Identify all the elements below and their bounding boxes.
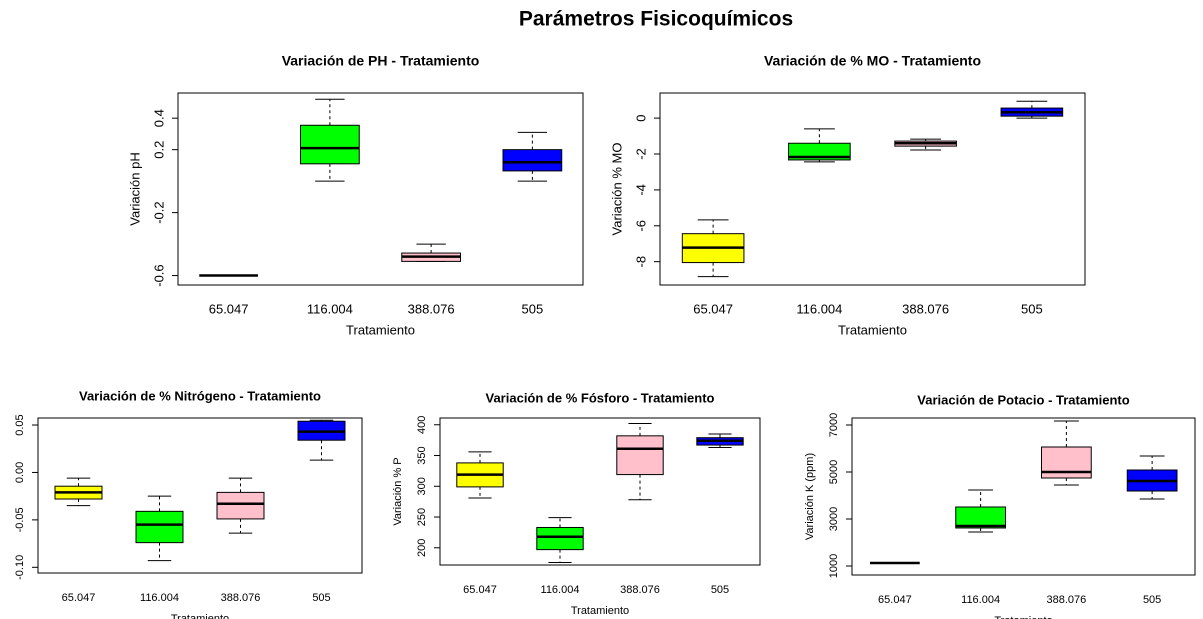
x-tick-label: 505 (312, 592, 330, 604)
x-tick-label: 65.047 (693, 301, 733, 316)
y-tick-label: 350 (416, 446, 428, 464)
chart-title: Variación de % MO - Tratamiento (764, 53, 981, 69)
x-tick-label: 65.047 (878, 594, 912, 606)
x-axis-label: Tratamiento (346, 322, 415, 337)
x-tick-label: 116.004 (541, 584, 580, 596)
chart-title: Variación de % Fósforo - Tratamiento (486, 390, 715, 405)
plot-frame (659, 92, 1086, 286)
y-axis-label: Variación K (ppm) (804, 453, 816, 540)
y-tick-label: 0 (633, 115, 648, 122)
y-tick-label: -0.6 (151, 264, 166, 286)
x-tick-label: 116.004 (307, 301, 353, 316)
chart-title: Variación de Potacio - Tratamiento (917, 392, 1129, 407)
y-tick-label: -0.10 (14, 555, 26, 580)
y-tick-label: 0.05 (14, 414, 26, 435)
plot-frame (439, 417, 761, 566)
box (216, 491, 265, 520)
box (300, 124, 360, 165)
x-axis-label: Tratamiento (171, 613, 229, 619)
x-axis-label: Tratamiento (571, 605, 629, 617)
y-tick-label: 300 (416, 477, 428, 495)
y-tick-label: 3000 (828, 507, 840, 531)
y-axis-label: Variación pH (127, 152, 142, 225)
box (788, 142, 851, 161)
x-tick-label: 65.047 (62, 592, 96, 604)
box (502, 149, 563, 172)
plot-frame (177, 92, 584, 286)
x-tick-label: 116.004 (796, 301, 842, 316)
y-tick-label: 250 (416, 508, 428, 526)
x-tick-label: 116.004 (961, 594, 1000, 606)
box (1041, 446, 1092, 479)
x-tick-label: 65.047 (209, 301, 249, 316)
box (616, 435, 664, 476)
x-tick-label: 505 (1021, 301, 1043, 316)
y-axis-label: Variación % N2 (0, 458, 2, 533)
y-tick-label: 400 (416, 416, 428, 434)
y-tick-label: 0.2 (151, 141, 166, 159)
y-tick-label: -2 (633, 148, 648, 160)
x-tick-label: 388.076 (1046, 594, 1086, 606)
x-tick-label: 116.004 (140, 592, 179, 604)
x-tick-label: 388.076 (902, 301, 949, 316)
chart-title: Variación de PH - Tratamiento (282, 53, 480, 69)
y-axis-label: Variación % MO (609, 143, 624, 236)
x-tick-label: 65.047 (463, 584, 497, 596)
x-tick-label: 505 (711, 584, 729, 596)
box (955, 506, 1006, 529)
plot-frame (37, 417, 363, 574)
figure-title: Parámetros Fisicoquímicos (519, 8, 793, 31)
x-axis-label: Tratamiento (838, 322, 907, 337)
y-tick-label: 0.4 (151, 109, 166, 127)
y-tick-label: -4 (633, 184, 648, 196)
x-tick-label: 388.076 (408, 301, 455, 316)
x-axis-label: Tratamiento (994, 615, 1052, 619)
y-tick-label: -0.05 (14, 507, 26, 532)
box (536, 526, 584, 551)
x-tick-label: 505 (522, 301, 544, 316)
box (135, 510, 184, 544)
chart-title: Variación de % Nitrógeno - Tratamiento (79, 388, 321, 403)
x-tick-label: 505 (1143, 594, 1161, 606)
y-tick-label: 7000 (828, 413, 840, 437)
plot-frame (851, 417, 1196, 576)
y-tick-label: 200 (416, 539, 428, 557)
y-tick-label: 5000 (828, 460, 840, 484)
x-tick-label: 388.076 (221, 592, 261, 604)
y-tick-label: -0.2 (151, 201, 166, 223)
y-axis-label: Variación % P (392, 457, 404, 525)
x-tick-label: 388.076 (620, 584, 660, 596)
y-tick-label: 1000 (828, 554, 840, 578)
y-tick-label: -8 (633, 256, 648, 268)
y-tick-label: -6 (633, 220, 648, 232)
y-tick-label: 0.00 (14, 462, 26, 483)
